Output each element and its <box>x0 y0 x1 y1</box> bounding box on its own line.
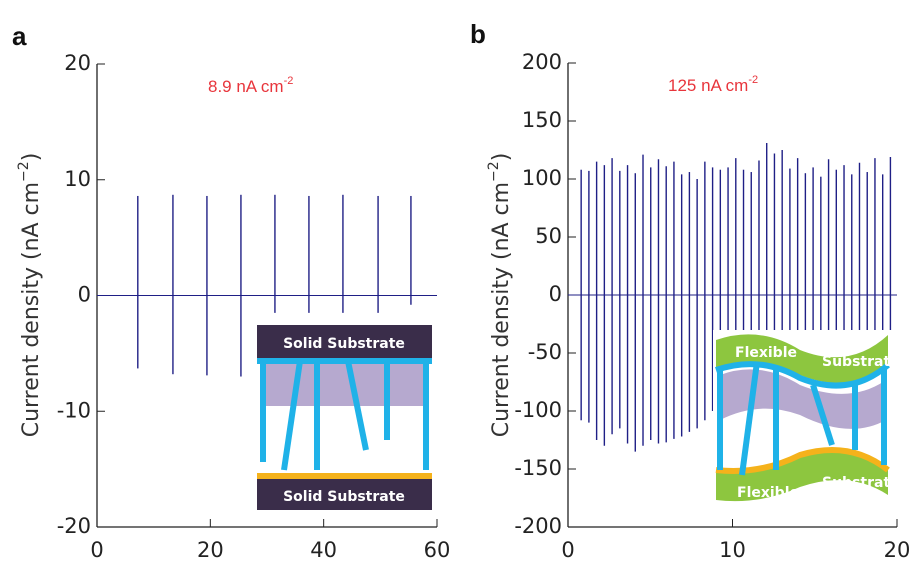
y-tick-label: 150 <box>522 108 562 132</box>
inset-label: Solid Substrate <box>283 336 405 352</box>
y-tick-label: -10 <box>57 398 91 422</box>
inset: Flexible Substrate Flexible Substrate <box>713 330 900 510</box>
substrate <box>716 450 888 502</box>
y-tick-label: -200 <box>514 514 562 538</box>
y-tick-label: -50 <box>528 340 562 364</box>
y-label-text: Current density (nA cm <box>489 182 514 437</box>
annotation-text: 8.9 nA cm <box>208 77 284 96</box>
nanowires <box>260 360 429 471</box>
x-tick-label: 0 <box>561 538 574 562</box>
y-tick-label: 10 <box>64 167 91 191</box>
electrode <box>715 361 890 389</box>
substrate <box>716 334 888 383</box>
substrate <box>257 478 432 510</box>
y-tick-label: 200 <box>522 50 562 74</box>
y-tick-label: 0 <box>78 283 91 307</box>
y-tick-label: -150 <box>514 456 562 480</box>
y-label-sup: −2 <box>486 161 502 182</box>
y-axis-label: Current density (nA cm−2) <box>16 153 44 438</box>
inset: Solid Substrate Solid Substrate <box>257 325 432 510</box>
y-label-end: ) <box>19 153 44 162</box>
inset-label: Flexible <box>737 485 799 501</box>
x-tick-label: 0 <box>90 538 103 562</box>
layer <box>720 369 886 429</box>
x-tick-label: 10 <box>719 538 746 562</box>
panel-label: a <box>12 21 27 51</box>
x-tick-label: 20 <box>884 538 911 562</box>
y-tick-label: -20 <box>57 514 91 538</box>
y-tick-label: 50 <box>535 224 562 248</box>
y-tick-label: 0 <box>549 282 562 306</box>
annotation: 8.9 nA cm-2 <box>208 75 293 97</box>
x-tick-label: 20 <box>197 538 224 562</box>
nanowires <box>717 361 887 476</box>
y-label-end: ) <box>489 153 514 162</box>
annotation: 125 nA cm-2 <box>668 74 758 96</box>
annotation-sup: -2 <box>284 75 294 87</box>
inset-label: Substrate <box>822 475 900 491</box>
y-label-text: Current density (nA cm <box>19 182 44 437</box>
substrate <box>257 325 432 358</box>
x-tick-label: 60 <box>424 538 451 562</box>
y-label-sup: −2 <box>16 161 32 182</box>
annotation-text: 125 nA cm <box>668 76 748 95</box>
y-axis-label: Current density (nA cm−2) <box>486 153 514 438</box>
y-tick-label: 100 <box>522 166 562 190</box>
inset-label: Substrate <box>822 354 900 370</box>
x-tick-label: 40 <box>310 538 337 562</box>
panel-label: b <box>470 19 486 49</box>
annotation-sup: -2 <box>748 74 758 86</box>
y-tick-label: 20 <box>64 51 91 75</box>
layer <box>262 362 427 406</box>
inset-label: Flexible <box>735 345 797 361</box>
inset-label: Solid Substrate <box>283 489 405 505</box>
y-tick-label: -100 <box>514 398 562 422</box>
